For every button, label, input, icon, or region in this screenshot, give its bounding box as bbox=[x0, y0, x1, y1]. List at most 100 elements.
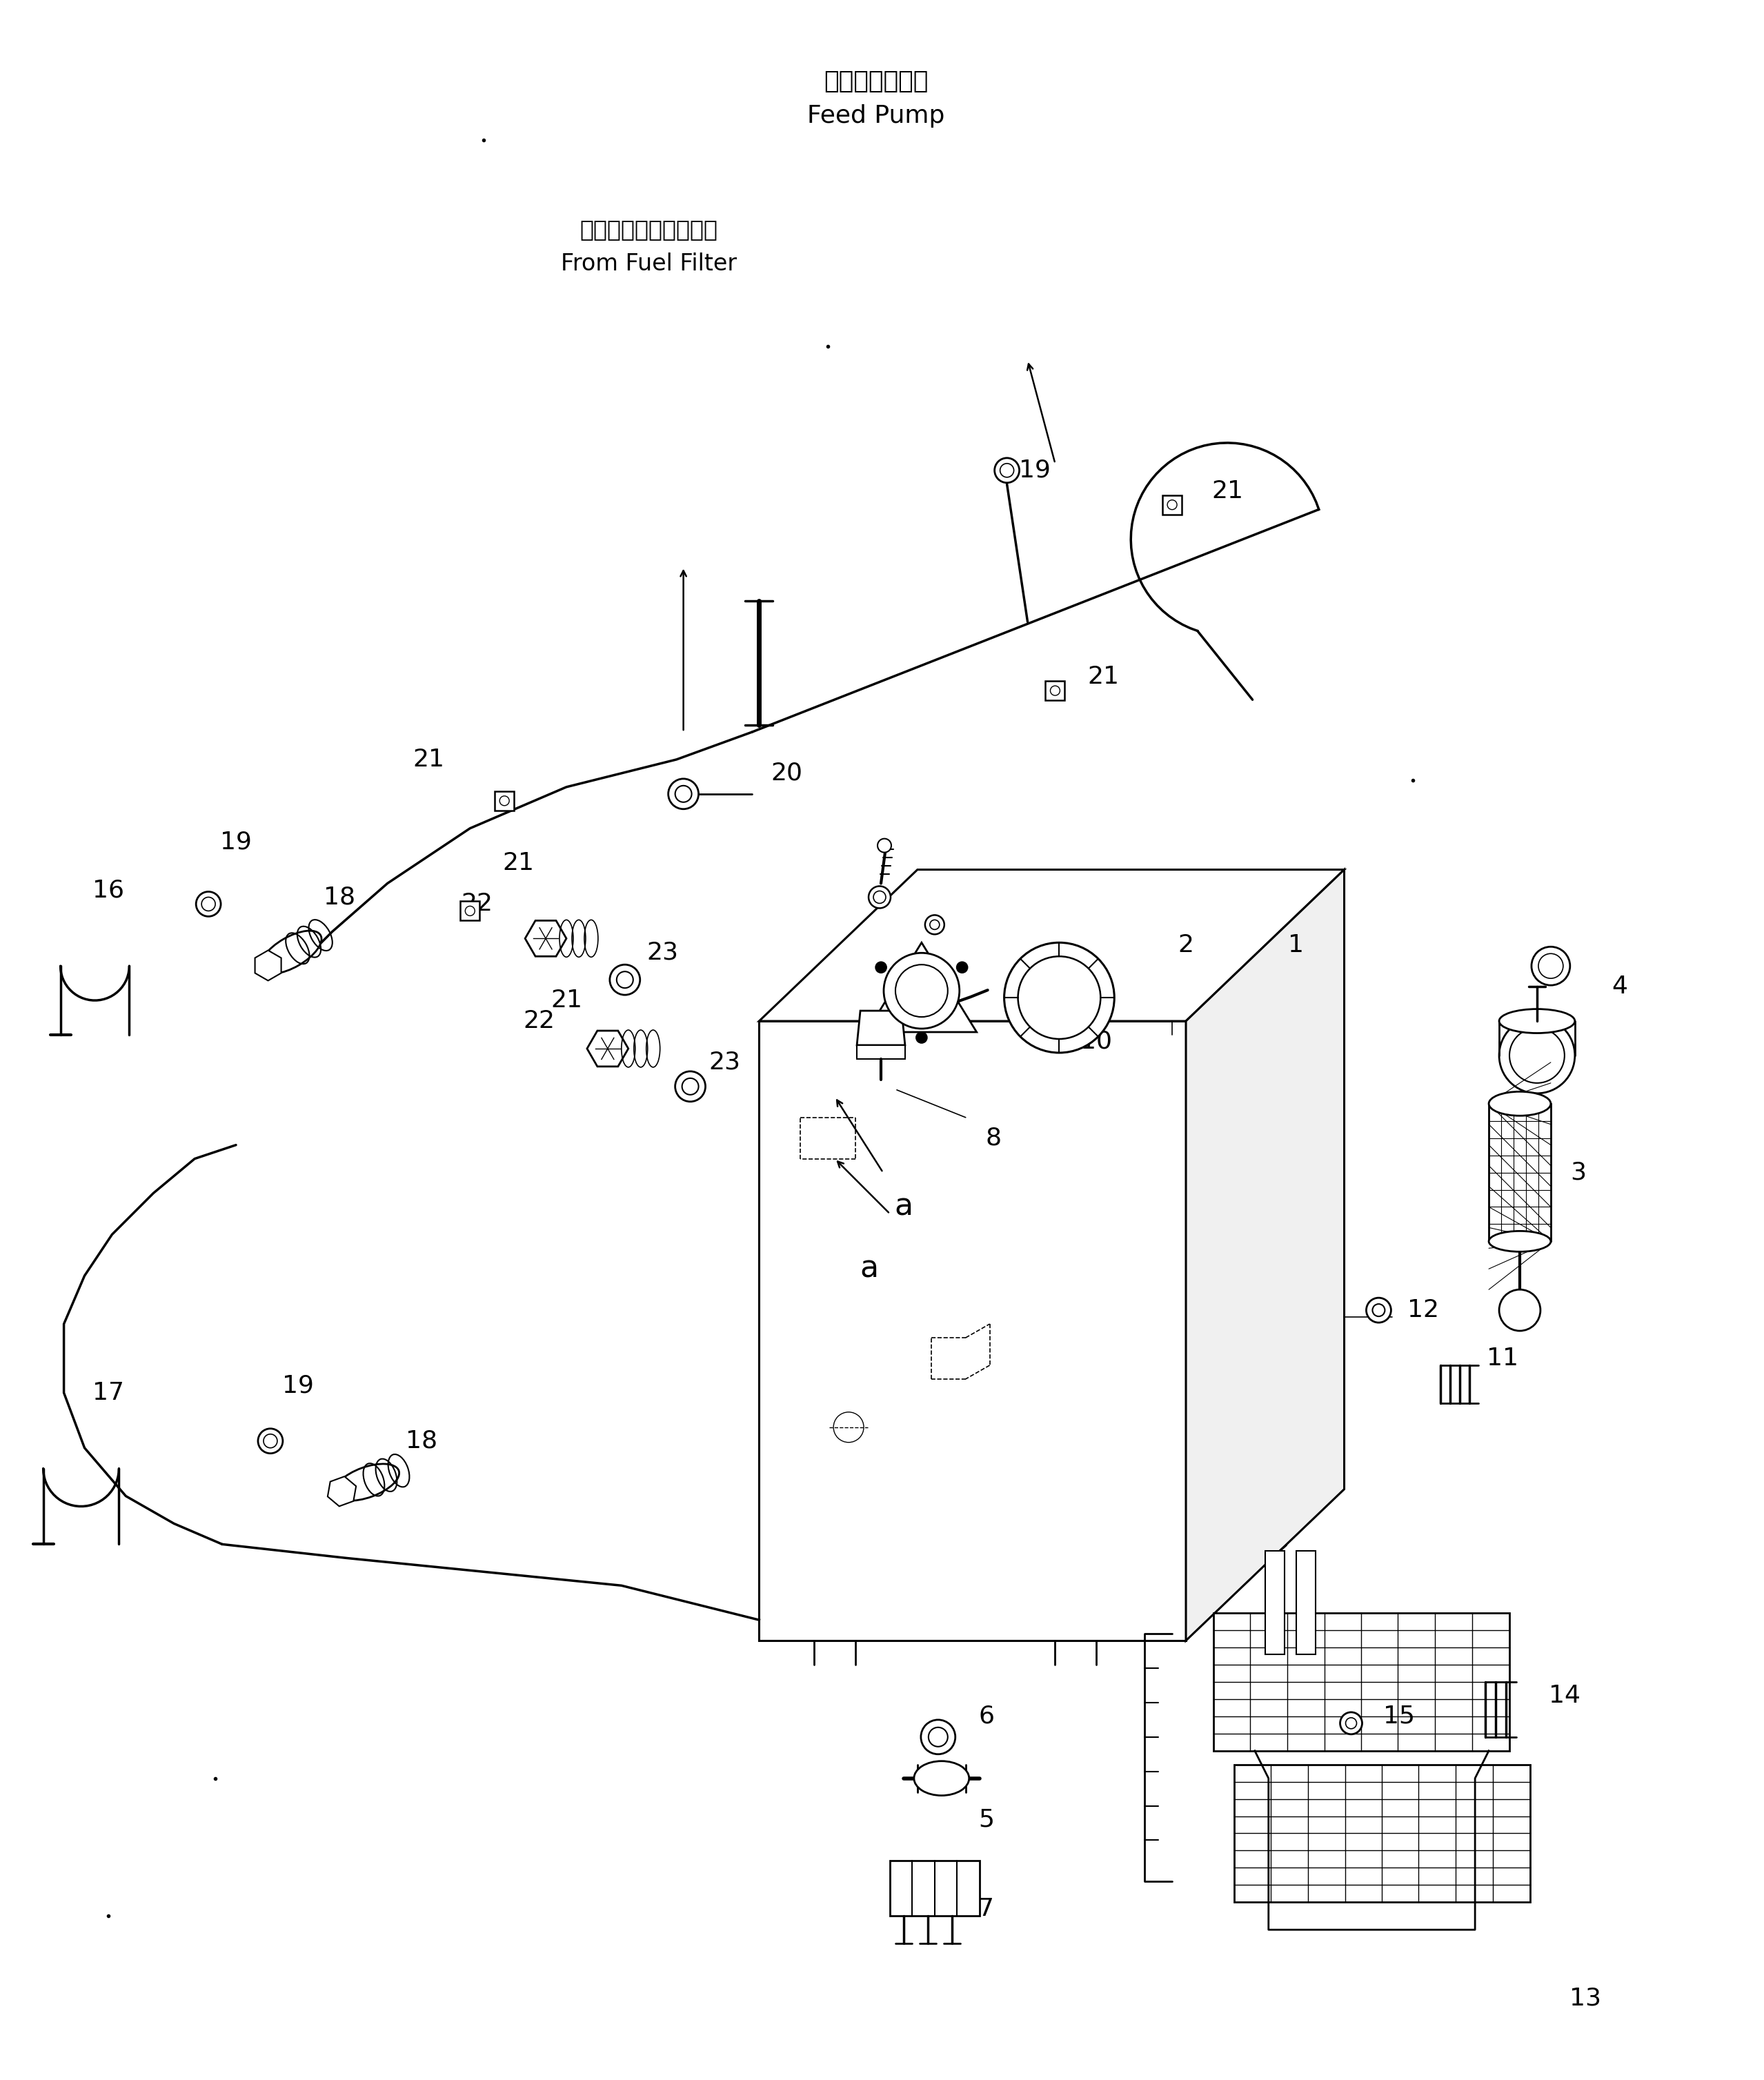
Text: 2: 2 bbox=[1178, 934, 1194, 957]
Polygon shape bbox=[526, 921, 566, 957]
Circle shape bbox=[916, 1032, 928, 1042]
Ellipse shape bbox=[261, 930, 321, 973]
Text: Feed Pump: Feed Pump bbox=[808, 104, 946, 127]
Polygon shape bbox=[1185, 869, 1344, 1641]
Text: 6: 6 bbox=[979, 1706, 995, 1728]
Circle shape bbox=[956, 961, 968, 973]
Circle shape bbox=[884, 953, 960, 1030]
Circle shape bbox=[877, 838, 891, 853]
Circle shape bbox=[201, 896, 215, 911]
Text: 8: 8 bbox=[986, 1127, 1002, 1150]
Bar bbox=[1214, 1614, 1510, 1751]
Circle shape bbox=[1168, 499, 1177, 510]
Text: 9: 9 bbox=[1071, 967, 1087, 992]
Circle shape bbox=[1018, 957, 1101, 1040]
Text: 19: 19 bbox=[220, 830, 252, 853]
Text: 5: 5 bbox=[979, 1808, 995, 1830]
Circle shape bbox=[499, 797, 510, 805]
Text: フェエルフィルタから: フェエルフィルタから bbox=[580, 218, 718, 241]
Circle shape bbox=[1367, 1298, 1392, 1323]
Text: 20: 20 bbox=[771, 761, 803, 784]
Circle shape bbox=[1499, 1290, 1540, 1331]
Text: 10: 10 bbox=[1081, 1030, 1113, 1052]
Circle shape bbox=[930, 919, 940, 930]
Bar bbox=[759, 1021, 1185, 1641]
Text: 12: 12 bbox=[1408, 1298, 1439, 1323]
Circle shape bbox=[669, 778, 699, 809]
Circle shape bbox=[873, 890, 886, 903]
Circle shape bbox=[1538, 953, 1563, 978]
Circle shape bbox=[683, 1077, 699, 1094]
Bar bbox=[1297, 1552, 1316, 1654]
Bar bbox=[889, 1862, 979, 1916]
Ellipse shape bbox=[1499, 1009, 1575, 1034]
Circle shape bbox=[921, 1720, 956, 1753]
Circle shape bbox=[258, 1429, 282, 1454]
Text: a: a bbox=[859, 1254, 878, 1283]
Circle shape bbox=[1004, 942, 1115, 1052]
Bar bbox=[857, 1044, 905, 1059]
Text: 19: 19 bbox=[1018, 458, 1050, 483]
Circle shape bbox=[1510, 1028, 1565, 1084]
Ellipse shape bbox=[1489, 1092, 1551, 1115]
Bar bbox=[1162, 495, 1182, 514]
Circle shape bbox=[875, 961, 887, 973]
Polygon shape bbox=[328, 1477, 356, 1506]
Text: 14: 14 bbox=[1549, 1685, 1581, 1708]
Ellipse shape bbox=[335, 1464, 399, 1500]
Ellipse shape bbox=[914, 1762, 968, 1795]
Text: 3: 3 bbox=[1570, 1161, 1586, 1184]
Circle shape bbox=[1050, 686, 1060, 695]
Bar bbox=[494, 790, 513, 811]
Text: 18: 18 bbox=[323, 886, 355, 909]
Circle shape bbox=[928, 1726, 947, 1747]
Text: 21: 21 bbox=[550, 988, 582, 1013]
Circle shape bbox=[610, 965, 640, 994]
Text: 21: 21 bbox=[1212, 478, 1244, 503]
Text: フィードポンプ: フィードポンプ bbox=[824, 71, 928, 94]
Text: 15: 15 bbox=[1383, 1706, 1415, 1728]
Circle shape bbox=[995, 458, 1020, 483]
Circle shape bbox=[676, 786, 691, 803]
Circle shape bbox=[676, 1071, 706, 1102]
Text: 11: 11 bbox=[1487, 1346, 1519, 1371]
Text: 1: 1 bbox=[1288, 934, 1304, 957]
Circle shape bbox=[1000, 464, 1014, 476]
Text: 16: 16 bbox=[93, 878, 125, 903]
Circle shape bbox=[1346, 1718, 1357, 1728]
Text: 23: 23 bbox=[709, 1050, 741, 1073]
Bar bbox=[460, 901, 480, 921]
Polygon shape bbox=[866, 942, 977, 1032]
Text: 13: 13 bbox=[1570, 1986, 1602, 2009]
Bar bbox=[1265, 1552, 1284, 1654]
Text: 21: 21 bbox=[1087, 666, 1118, 688]
Circle shape bbox=[1341, 1712, 1362, 1735]
Circle shape bbox=[924, 915, 944, 934]
Circle shape bbox=[196, 892, 220, 917]
Text: From Fuel Filter: From Fuel Filter bbox=[561, 252, 737, 275]
Text: 18: 18 bbox=[406, 1429, 437, 1452]
Text: 19: 19 bbox=[282, 1375, 314, 1398]
Text: 4: 4 bbox=[1612, 976, 1628, 998]
Bar bbox=[1489, 1104, 1551, 1242]
Text: 7: 7 bbox=[979, 1897, 995, 1920]
Text: 17: 17 bbox=[93, 1381, 125, 1404]
Text: a: a bbox=[894, 1192, 914, 1221]
Circle shape bbox=[617, 971, 633, 988]
Circle shape bbox=[868, 886, 891, 909]
Polygon shape bbox=[857, 1011, 905, 1044]
Text: 23: 23 bbox=[647, 940, 679, 963]
Text: 21: 21 bbox=[503, 851, 534, 874]
Bar bbox=[1046, 680, 1065, 701]
Circle shape bbox=[466, 907, 475, 915]
Bar bbox=[1235, 1764, 1529, 1903]
Circle shape bbox=[1499, 1017, 1575, 1094]
Polygon shape bbox=[587, 1032, 628, 1067]
Circle shape bbox=[1531, 946, 1570, 986]
Circle shape bbox=[1372, 1304, 1385, 1317]
Text: 21: 21 bbox=[413, 747, 445, 772]
Ellipse shape bbox=[1489, 1231, 1551, 1252]
Text: 22: 22 bbox=[522, 1009, 554, 1034]
Polygon shape bbox=[256, 951, 280, 980]
Text: 22: 22 bbox=[460, 892, 492, 915]
